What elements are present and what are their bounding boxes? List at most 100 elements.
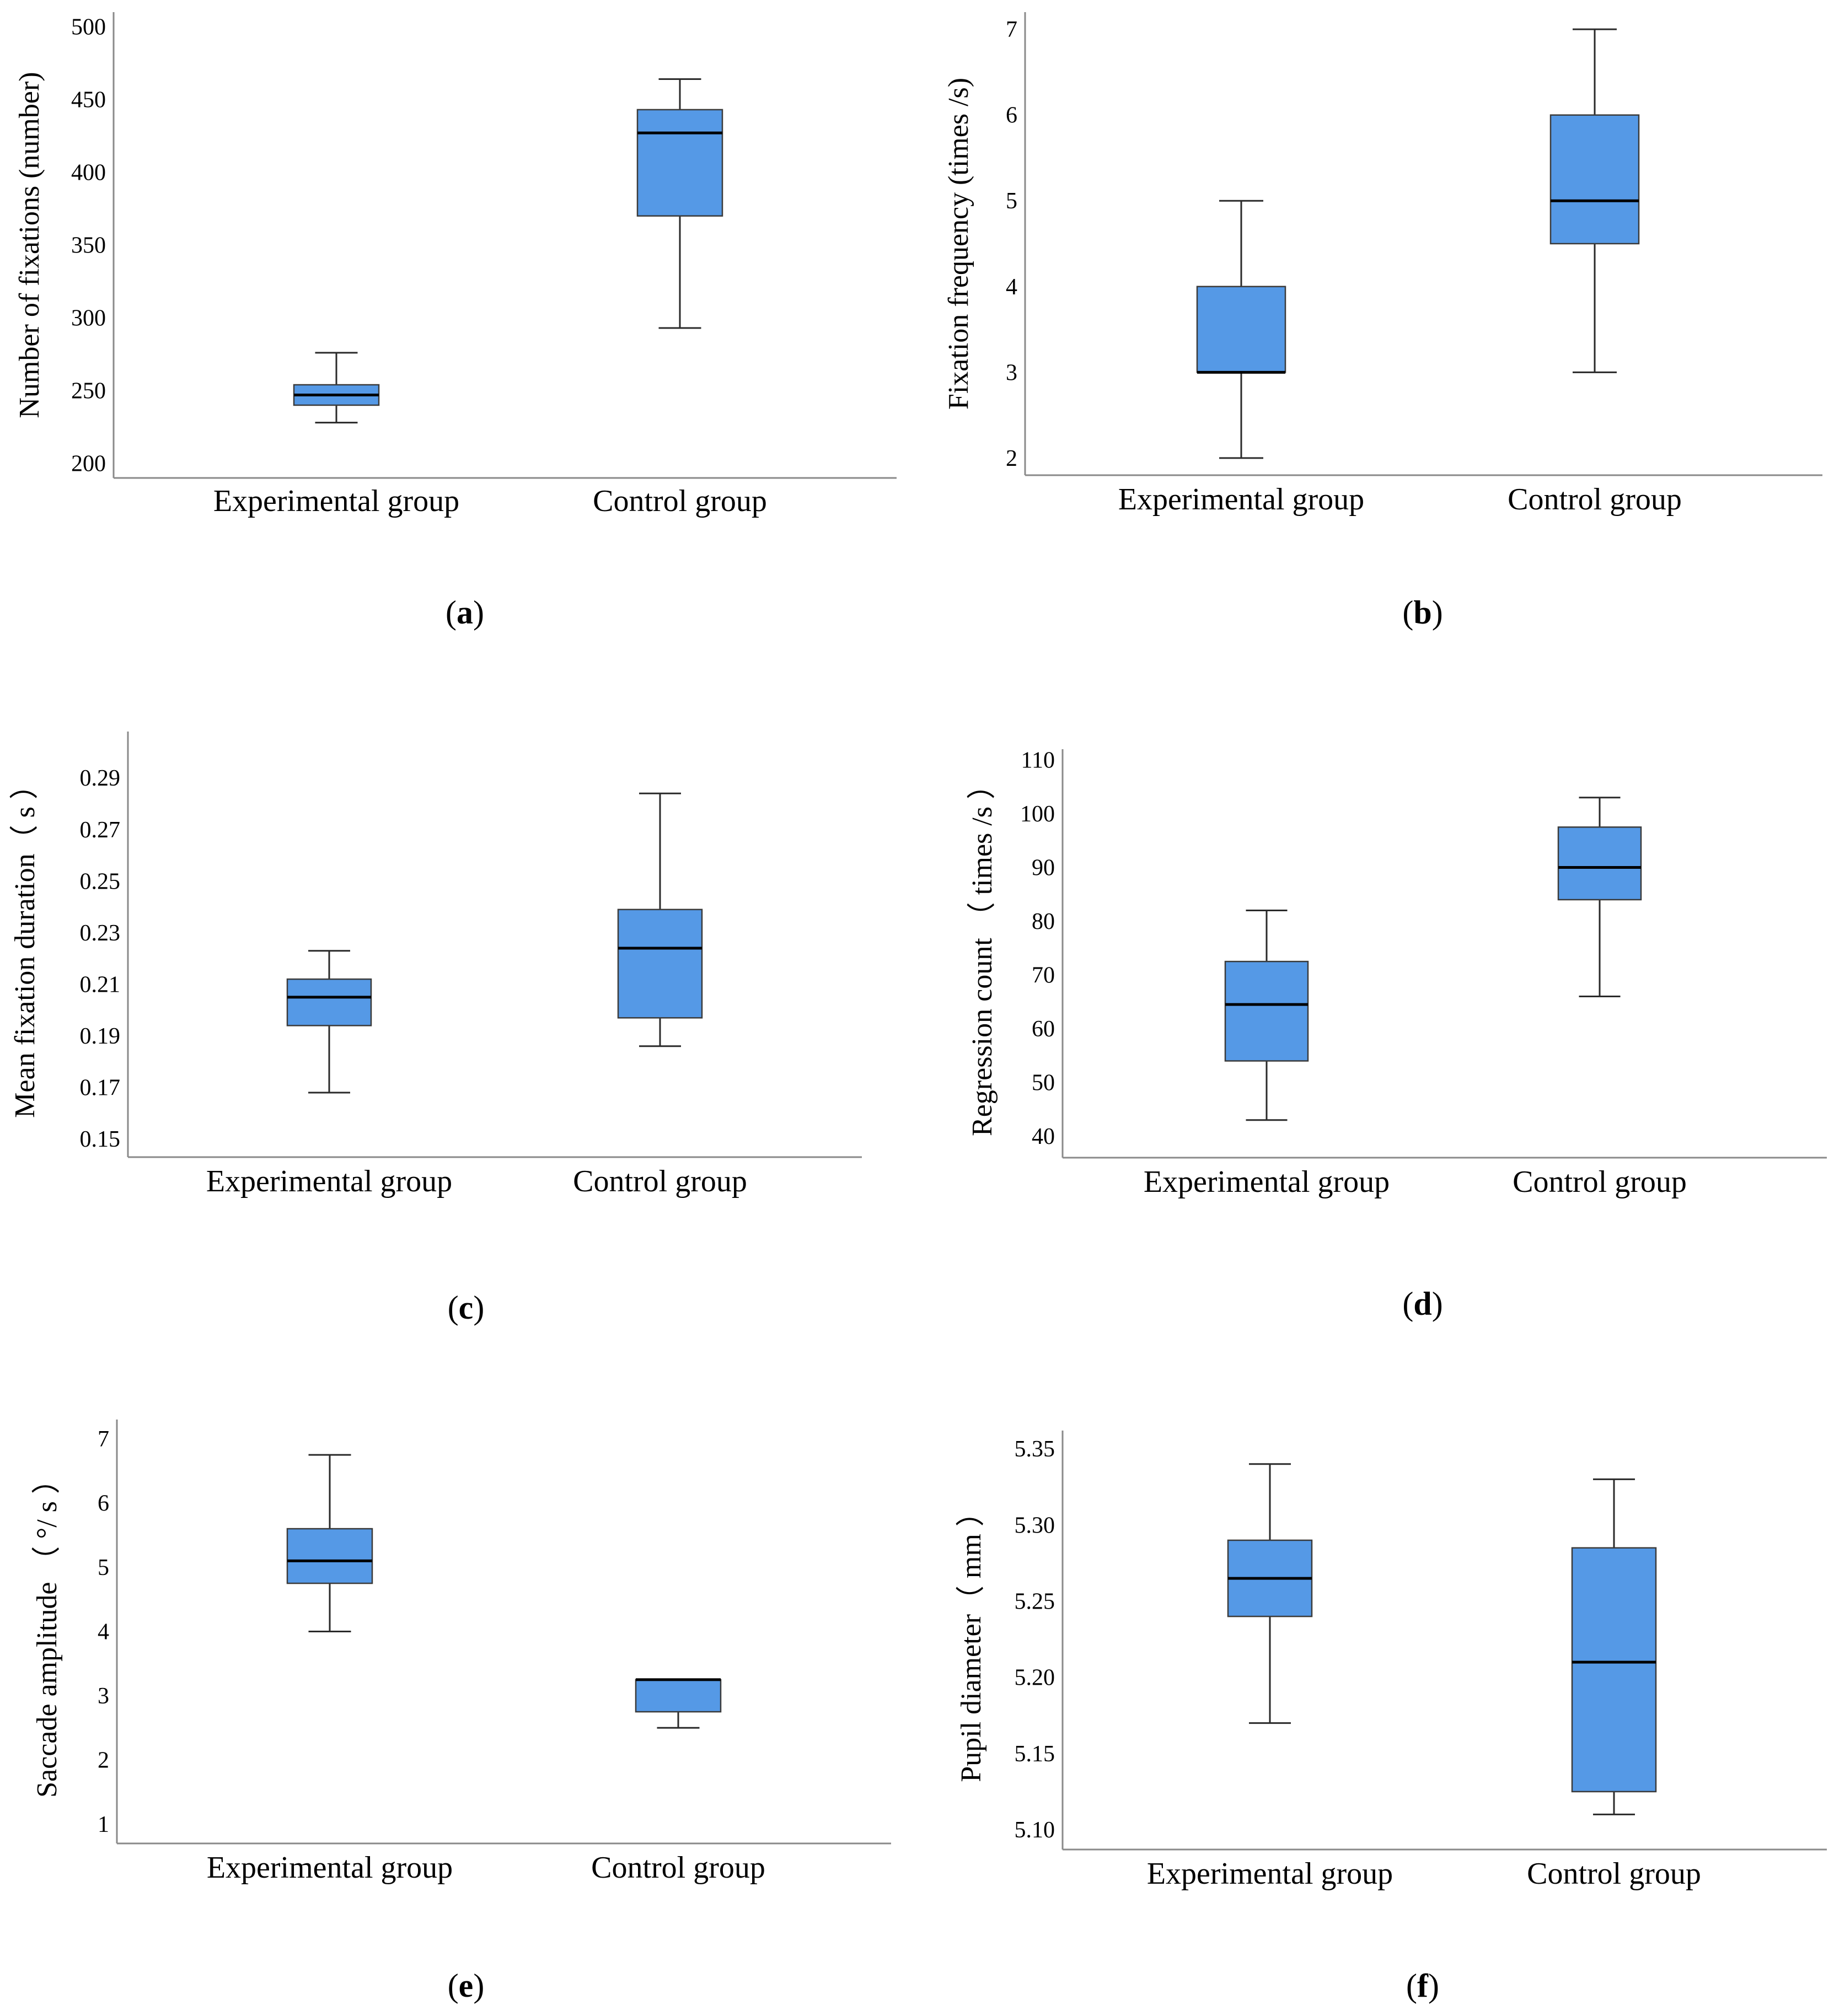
x-category-label: Experimental group [1147, 1857, 1393, 1891]
caption-b: (b) [1402, 594, 1443, 631]
box-control [636, 78, 723, 329]
iqr-box [1571, 1547, 1657, 1793]
chart-e: 1 2 3 4 5 6 7 Saccade amplitude （ °/ s ） Experim… [31, 1420, 891, 1885]
x-category-label: Experimental group [1144, 1165, 1390, 1199]
y-tick-label: 3 [1006, 360, 1017, 385]
y-tick-label: 60 [1032, 1017, 1055, 1042]
chart-b: 2 3 4 5 6 7 Fixation frequency (times /s) Exper… [943, 12, 1822, 517]
y-tick-label: 0.29 [80, 766, 121, 791]
y-axis-title: Saccade amplitude （ °/ s ） [31, 1465, 63, 1798]
y-axis-title: Fixation frequency (times /s) [943, 78, 974, 410]
box-experimental [286, 950, 372, 1094]
chart-f: 5.10 5.15 5.20 5.25 5.30 5.35 Pupil diameter（ … [956, 1431, 1827, 1891]
y-tick-label: 6 [98, 1491, 109, 1516]
box-control [1549, 28, 1640, 373]
y-tick-label: 110 [1021, 748, 1055, 773]
panel-b: 2 3 4 5 6 7 Fixation frequency (times /s) Exper… [917, 0, 1834, 672]
box-control [635, 1678, 722, 1729]
iqr-box [636, 109, 723, 217]
caption-e: (e) [447, 1967, 485, 2004]
y-tick-label: 5 [98, 1555, 109, 1580]
y-tick-label: 0.23 [80, 921, 121, 946]
y-tick-label: 4 [98, 1620, 109, 1645]
x-category-label: Experimental group [213, 484, 459, 518]
x-category-label: Control group [591, 1851, 765, 1885]
y-tick-label: 250 [71, 379, 106, 404]
y-tick-label: 500 [71, 14, 106, 40]
iqr-box [1196, 286, 1286, 373]
iqr-box [1224, 960, 1309, 1062]
chart-a: 200 250 300 350 400 450 500 Number of fixations… [14, 12, 897, 518]
y-tick-label: 0.19 [80, 1024, 121, 1049]
y-axis-title: Mean fixation duration（ s ） [9, 771, 41, 1118]
x-category-label: Control group [573, 1164, 747, 1198]
y-tick-label: 5.20 [1015, 1665, 1055, 1691]
box-control [1557, 797, 1642, 997]
y-tick-label: 200 [71, 451, 106, 477]
y-tick-label: 3 [98, 1684, 109, 1709]
y-tick-label: 0.15 [80, 1127, 121, 1152]
iqr-box [286, 978, 372, 1026]
iqr-box [1557, 826, 1642, 901]
chart-c: 0.15 0.17 0.19 0.21 0.23 0.25 0.27 0.29 Mean fix… [9, 732, 862, 1198]
x-category-label: Control group [1513, 1165, 1687, 1199]
y-tick-label: 40 [1032, 1124, 1055, 1149]
panel-f: 5.10 5.15 5.20 5.25 5.30 5.35 Pupil diameter（ … [917, 1344, 1834, 2016]
y-tick-label: 6 [1006, 103, 1017, 128]
y-tick-label: 5.15 [1015, 1741, 1055, 1767]
iqr-box [286, 1528, 373, 1584]
panel-d: 40 50 60 70 80 90 100 110 Regression count （ tim… [917, 672, 1834, 1344]
y-axis-title: Number of fixations (number) [14, 72, 45, 418]
x-category-label: Experimental group [207, 1851, 453, 1885]
chart-d: 40 50 60 70 80 90 100 110 Regression count （ tim… [967, 748, 1827, 1199]
x-category-label: Control group [1508, 482, 1682, 517]
y-tick-label: 300 [71, 306, 106, 331]
y-tick-label: 0.21 [80, 972, 121, 998]
panel-e: 1 2 3 4 5 6 7 Saccade amplitude （ °/ s ） Experim… [0, 1344, 917, 2016]
y-axis-title: Regression count （ times /s ） [967, 771, 998, 1136]
iqr-box [1549, 114, 1640, 245]
y-tick-label: 1 [98, 1812, 109, 1837]
y-tick-label: 400 [71, 160, 106, 185]
y-tick-label: 70 [1032, 963, 1055, 988]
x-category-label: Experimental group [1118, 482, 1364, 517]
y-tick-label: 450 [71, 87, 106, 112]
panel-a: 200 250 300 350 400 450 500 Number of fixations… [0, 0, 917, 672]
caption-f: (f) [1406, 1967, 1439, 2004]
box-control [617, 792, 703, 1047]
iqr-box [635, 1679, 722, 1713]
caption-c: (c) [447, 1289, 485, 1326]
y-tick-label: 350 [71, 233, 106, 259]
y-tick-label: 5.10 [1015, 1818, 1055, 1843]
y-tick-label: 50 [1032, 1071, 1055, 1096]
box-control [1571, 1478, 1657, 1815]
y-tick-label: 5 [1006, 189, 1017, 214]
panel-c: 0.15 0.17 0.19 0.21 0.23 0.25 0.27 0.29 Mean fix… [0, 672, 917, 1344]
y-tick-label: 5.25 [1015, 1589, 1055, 1615]
y-tick-label: 5.35 [1015, 1437, 1055, 1462]
box-experimental [1224, 910, 1309, 1121]
box-experimental [293, 352, 380, 424]
box-experimental [1227, 1463, 1313, 1724]
y-tick-label: 7 [98, 1427, 109, 1452]
y-tick-label: 0.27 [80, 818, 121, 843]
y-tick-label: 5.30 [1015, 1513, 1055, 1538]
y-tick-label: 4 [1006, 275, 1017, 300]
y-tick-label: 80 [1032, 909, 1055, 934]
box-experimental [286, 1454, 373, 1632]
caption-a: (a) [446, 594, 484, 631]
y-tick-label: 7 [1006, 17, 1017, 42]
x-category-label: Control group [1527, 1857, 1701, 1891]
iqr-box [617, 908, 703, 1019]
x-category-label: Experimental group [206, 1164, 452, 1198]
y-tick-label: 0.25 [80, 869, 121, 894]
y-tick-label: 2 [1006, 446, 1017, 471]
caption-d: (d) [1402, 1286, 1443, 1322]
y-axis-title: Pupil diameter（ mm ） [956, 1498, 987, 1782]
y-tick-label: 90 [1032, 856, 1055, 881]
box-experimental [1196, 200, 1286, 459]
y-tick-label: 0.17 [80, 1076, 121, 1101]
x-category-label: Control group [593, 484, 767, 518]
y-tick-label: 100 [1020, 802, 1055, 827]
